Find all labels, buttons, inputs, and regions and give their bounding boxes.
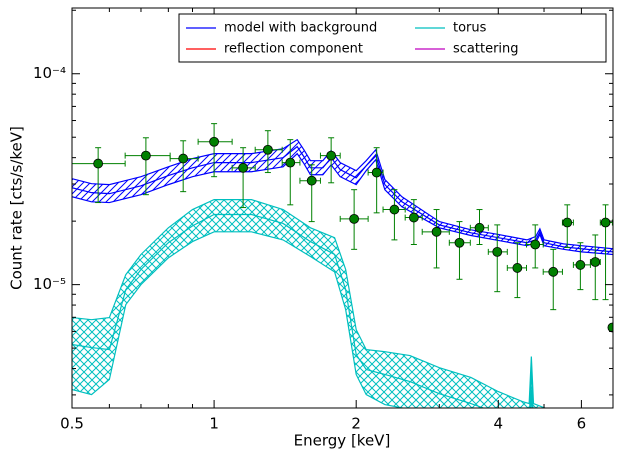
x-tick-label: 0.5 <box>60 415 84 433</box>
band-upper <box>72 199 548 408</box>
data-point <box>492 246 503 257</box>
y-axis-label: Count rate [cts/s/keV] <box>8 126 26 290</box>
band-lower <box>72 231 533 408</box>
plot-frame <box>71 7 614 409</box>
data-point <box>238 162 249 173</box>
legend-box <box>178 13 607 63</box>
legend-label: scattering <box>453 42 519 57</box>
data-point <box>178 153 189 164</box>
band-hatch <box>72 139 613 255</box>
data-point <box>530 239 541 250</box>
x-axis-label: Energy [keV] <box>294 432 391 450</box>
data-point <box>512 263 523 273</box>
data-point <box>600 217 611 228</box>
x-tick-label: 2 <box>351 415 361 433</box>
model-line <box>72 145 613 253</box>
data-point <box>575 260 586 270</box>
data-point <box>349 213 360 224</box>
legend-label: model with background <box>224 21 377 36</box>
data-point <box>371 167 382 178</box>
data-point <box>389 204 400 215</box>
band-hatch <box>72 199 546 408</box>
band-upper <box>72 138 613 250</box>
data-point <box>548 266 559 277</box>
y-tick-label: 10⁻⁵ <box>33 275 66 293</box>
data-point <box>306 175 317 186</box>
x-tick-label: 6 <box>577 415 587 433</box>
data-point <box>408 212 419 223</box>
data-point <box>454 237 465 248</box>
data-point <box>140 150 151 161</box>
model-line <box>72 213 534 408</box>
legend: model with background torus reflection com… <box>178 13 607 63</box>
data-point <box>562 217 573 228</box>
plot-area <box>72 123 613 408</box>
y-tick-label: 10⁻⁴ <box>33 64 66 82</box>
x-tick-label: 1 <box>209 415 219 433</box>
data-point <box>474 222 485 233</box>
data-point <box>209 136 219 147</box>
plot-background <box>72 8 613 408</box>
data-point <box>262 144 273 155</box>
data-point <box>93 158 104 169</box>
x-tick-label: 4 <box>494 415 504 433</box>
data-point <box>590 257 601 267</box>
data-point <box>607 322 613 333</box>
data-point <box>326 150 337 161</box>
data-point <box>431 226 442 237</box>
axes: 0.5 1 2 4 6 10⁻⁵ 10⁻⁴ <box>33 8 613 433</box>
legend-label: reflection component <box>224 42 363 57</box>
legend-label: torus <box>453 21 487 36</box>
data-point <box>285 157 296 168</box>
